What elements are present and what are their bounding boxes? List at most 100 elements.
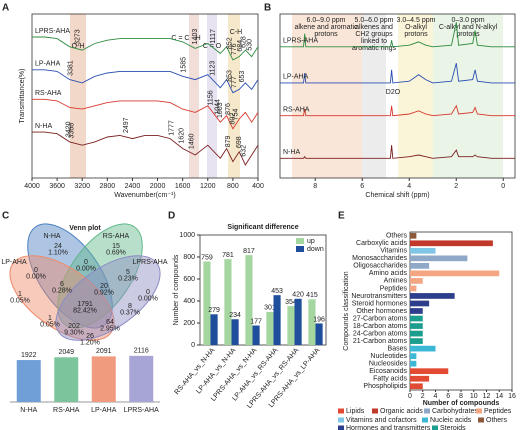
y-axis-label: Compounds classification: [343, 271, 350, 350]
bar: [252, 325, 260, 345]
region-percent: 0.05%: [40, 321, 60, 328]
plot-frame: [199, 234, 327, 346]
x-tick-label: 2: [454, 183, 458, 190]
chart-title: Significant difference: [227, 224, 298, 231]
value-label: 279: [208, 307, 220, 314]
venn-set: [9, 255, 115, 341]
peak-label: 1403: [192, 29, 199, 45]
set-label: N-HA: [43, 233, 60, 240]
x-axis-label: Wavenumber(cm⁻¹): [114, 192, 175, 199]
total-bar: [16, 360, 41, 402]
y-tick-label: Oligosaccharides: [353, 263, 407, 270]
spectrum: [32, 131, 259, 166]
region-percent: 0.28%: [52, 287, 72, 294]
y-tick-label: Fatty acids: [373, 376, 407, 383]
legend-swatch: [478, 417, 484, 423]
region-percent: 0.05%: [10, 297, 30, 304]
bar: [410, 278, 423, 284]
region-count: 5: [126, 269, 130, 276]
note: CH2 groups: [355, 31, 393, 38]
note: 3.0–4.5 ppm: [397, 17, 436, 24]
plot-frame: [279, 13, 516, 179]
x-tick-label: 4: [434, 393, 438, 400]
y-tick-label: Carboxylic acids: [356, 240, 407, 247]
region-percent: 2.95%: [100, 325, 120, 332]
venn-title: Venn plot: [69, 225, 101, 232]
band-label: O-H: [72, 43, 85, 50]
peak-label: 776: [231, 43, 238, 55]
venn-set: [55, 255, 161, 341]
panel-label: D: [168, 211, 175, 222]
peak-label: 1156: [207, 90, 214, 105]
x-tick-label: 2: [421, 393, 425, 400]
legend-swatch: [338, 425, 344, 430]
spectrum: [32, 69, 259, 94]
y-tick-label: 0: [191, 342, 195, 349]
band-label: C-H: [230, 29, 242, 36]
y-axis-label: Number of compounds: [173, 254, 180, 325]
region-count: 1: [48, 315, 52, 322]
x-axis-label: Number of compounds: [423, 400, 500, 407]
peak-label: 802: [230, 113, 237, 125]
y-tick-label: Bases: [388, 345, 408, 352]
bar: [273, 295, 281, 345]
value-label: 817: [243, 248, 255, 255]
y-tick-label: 27-Carbon atoms: [353, 315, 408, 322]
peak-label: 1123: [209, 61, 216, 76]
region-count: 20: [100, 283, 108, 290]
region-count: 0: [84, 259, 88, 266]
x-tick-label: LP-AHA_vs_N-HA: [195, 347, 237, 396]
y-tick-label: Neurotransmitters: [351, 293, 407, 300]
region-count: 24: [54, 243, 62, 250]
y-tick-label: 21-Carbon atoms: [353, 338, 408, 345]
value-label: 415: [306, 292, 318, 299]
legend-label: Nucleic acids: [430, 417, 472, 424]
bar: [410, 345, 436, 352]
y-tick-label: Steroid hormones: [352, 300, 408, 307]
bar: [410, 270, 500, 277]
peak-label: 653: [239, 71, 246, 83]
peak-label: 3381: [68, 60, 75, 76]
value-label: 420: [292, 292, 304, 299]
total-bar: [54, 357, 79, 402]
x-tick-label: 1600: [175, 183, 191, 190]
y-tick-label: Monosaccharides: [352, 255, 407, 262]
note: protons: [404, 31, 428, 38]
bar: [410, 383, 423, 390]
total-bar: [129, 355, 154, 402]
y-tick-label: Amino acids: [369, 270, 408, 277]
spectrum: [280, 104, 515, 117]
bar: [410, 368, 449, 375]
series-label: RS-AHA: [35, 90, 62, 97]
bar: [410, 315, 423, 322]
band: [189, 14, 199, 178]
peak-label: 3420: [65, 121, 72, 137]
band: [398, 14, 433, 178]
peak-label: 1620: [178, 128, 185, 144]
bar: [410, 262, 430, 269]
series-label: LP-AHA: [35, 61, 61, 68]
region-count: 64: [106, 319, 114, 326]
y-tick-label: Nucleosides: [369, 361, 408, 368]
spectrum: [32, 98, 259, 130]
value-label: 2091: [96, 348, 112, 355]
y-tick-label: Others: [386, 233, 408, 240]
note: protons: [456, 31, 480, 38]
peak-label: 853: [226, 70, 233, 82]
band: [433, 14, 503, 178]
peak-label: 1777: [168, 120, 175, 136]
region-count: 1: [18, 291, 22, 298]
legend-swatch: [296, 246, 304, 252]
bar: [287, 306, 295, 345]
x-tick-label: 12: [483, 393, 491, 400]
venn-set: [27, 223, 113, 329]
legend-swatch: [338, 408, 344, 414]
x-tick-label: 4: [407, 183, 411, 190]
bar: [410, 300, 430, 307]
legend-swatch: [476, 408, 482, 414]
region-percent: 0.00%: [76, 265, 96, 272]
value-label: 781: [222, 252, 234, 259]
band: [70, 14, 86, 178]
legend-swatch: [424, 408, 430, 414]
